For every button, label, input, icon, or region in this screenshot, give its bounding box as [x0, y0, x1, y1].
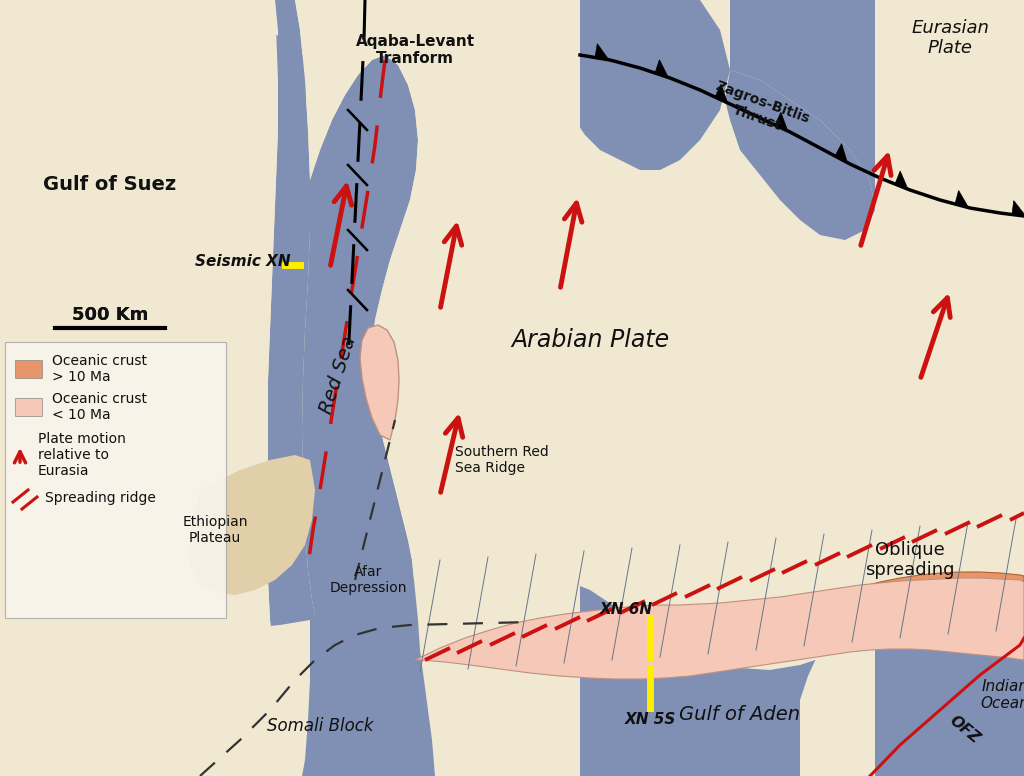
Text: Oceanic crust
< 10 Ma: Oceanic crust < 10 Ma — [52, 392, 147, 422]
Polygon shape — [730, 0, 1024, 310]
Text: Arabian Plate: Arabian Plate — [511, 328, 669, 352]
Polygon shape — [188, 455, 315, 595]
Polygon shape — [835, 144, 847, 163]
Text: Oblique
spreading: Oblique spreading — [865, 541, 954, 580]
Text: Somali Block: Somali Block — [266, 717, 374, 735]
Polygon shape — [360, 325, 399, 440]
Polygon shape — [800, 0, 1024, 776]
Polygon shape — [1012, 201, 1024, 217]
Polygon shape — [15, 360, 42, 378]
Text: Ethiopian
Plateau: Ethiopian Plateau — [182, 515, 248, 545]
Polygon shape — [655, 60, 669, 78]
Text: Indian
Ocean: Indian Ocean — [981, 679, 1024, 711]
Text: OFZ: OFZ — [947, 713, 983, 747]
Polygon shape — [0, 0, 310, 120]
Text: Zagros-Bitlis
Thrust: Zagros-Bitlis Thrust — [709, 79, 812, 141]
Polygon shape — [775, 113, 787, 131]
Text: Red Sea: Red Sea — [316, 334, 359, 416]
Polygon shape — [0, 620, 310, 776]
Text: 500 Km: 500 Km — [72, 306, 148, 324]
Polygon shape — [715, 85, 728, 103]
Text: 500 Km: 500 Km — [72, 306, 148, 324]
Polygon shape — [0, 0, 295, 776]
Polygon shape — [302, 55, 435, 776]
Polygon shape — [268, 0, 345, 776]
Polygon shape — [570, 0, 730, 170]
Polygon shape — [725, 70, 874, 240]
Text: XN 5S: XN 5S — [625, 712, 677, 728]
Polygon shape — [415, 578, 1024, 679]
Polygon shape — [595, 43, 609, 60]
Text: Gulf of Aden: Gulf of Aden — [680, 705, 801, 725]
Text: Spreading ridge: Spreading ridge — [45, 491, 156, 505]
Text: Eurasian
Plate: Eurasian Plate — [911, 19, 989, 57]
Text: Afar
Depression: Afar Depression — [330, 565, 407, 595]
Text: Aqaba-Levant
Tranform: Aqaba-Levant Tranform — [355, 34, 474, 66]
Text: Gulf of Suez: Gulf of Suez — [43, 175, 176, 195]
Text: Southern Red
Sea Ridge: Southern Red Sea Ridge — [455, 445, 549, 475]
Text: Plate motion
relative to
Eurasia: Plate motion relative to Eurasia — [38, 431, 126, 478]
Text: Oceanic crust
> 10 Ma: Oceanic crust > 10 Ma — [52, 354, 147, 384]
Polygon shape — [955, 190, 969, 208]
Text: Seismic XN: Seismic XN — [195, 255, 291, 269]
Text: XN 6N: XN 6N — [600, 602, 653, 618]
Polygon shape — [895, 171, 908, 189]
Polygon shape — [15, 398, 42, 416]
Polygon shape — [655, 572, 1024, 660]
FancyBboxPatch shape — [5, 342, 226, 618]
Polygon shape — [0, 572, 1024, 776]
Polygon shape — [295, 0, 580, 776]
